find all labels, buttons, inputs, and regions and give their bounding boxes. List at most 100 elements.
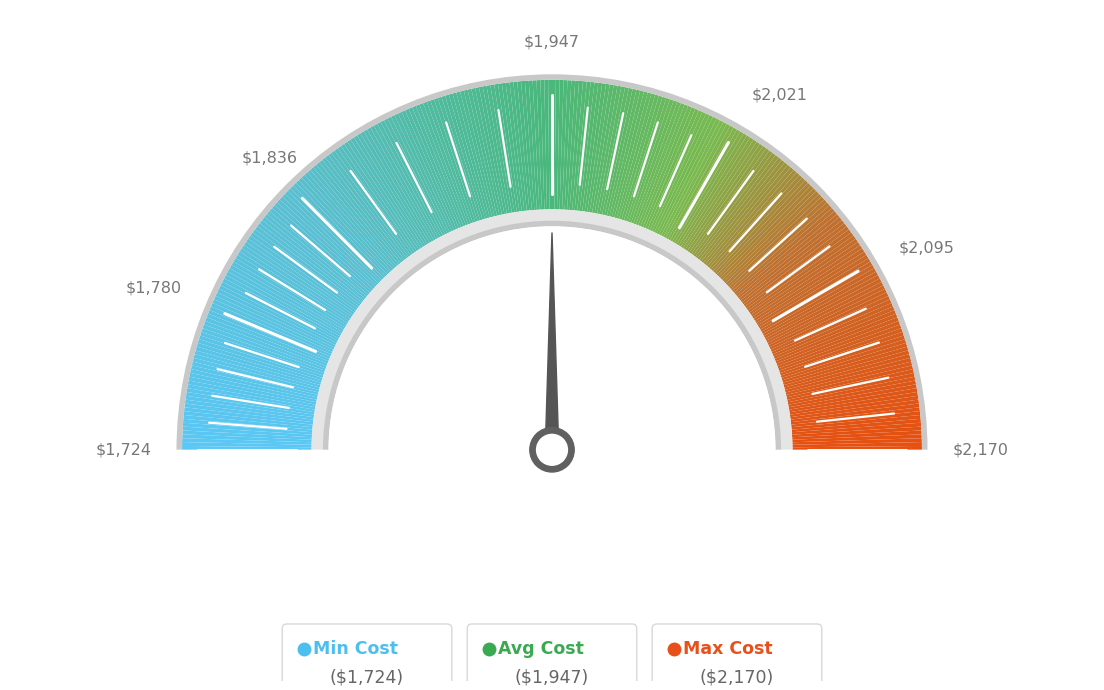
Wedge shape [754, 248, 864, 321]
FancyBboxPatch shape [652, 624, 821, 690]
Wedge shape [344, 141, 418, 251]
Wedge shape [708, 167, 794, 268]
Wedge shape [659, 119, 720, 235]
Wedge shape [661, 120, 723, 237]
Wedge shape [792, 423, 921, 435]
Wedge shape [244, 242, 353, 317]
Wedge shape [506, 82, 524, 211]
Wedge shape [246, 239, 354, 315]
Wedge shape [182, 431, 311, 440]
Wedge shape [668, 126, 734, 240]
Wedge shape [495, 83, 517, 213]
Wedge shape [602, 88, 633, 215]
Wedge shape [793, 434, 922, 442]
Wedge shape [540, 80, 546, 210]
Wedge shape [722, 188, 816, 282]
Wedge shape [793, 431, 922, 440]
Wedge shape [524, 81, 537, 210]
Wedge shape [290, 186, 384, 279]
Wedge shape [513, 81, 530, 210]
Wedge shape [341, 144, 417, 253]
Wedge shape [764, 275, 880, 338]
Wedge shape [793, 442, 922, 447]
Wedge shape [779, 332, 904, 375]
Wedge shape [693, 150, 773, 257]
Wedge shape [705, 165, 790, 266]
Wedge shape [580, 82, 598, 211]
Wedge shape [363, 130, 432, 243]
Wedge shape [739, 217, 842, 300]
Wedge shape [741, 220, 845, 302]
Wedge shape [208, 310, 329, 362]
Wedge shape [607, 90, 640, 216]
Wedge shape [789, 396, 919, 417]
Wedge shape [577, 82, 595, 211]
Wedge shape [475, 87, 505, 215]
Wedge shape [316, 162, 401, 264]
Wedge shape [777, 321, 900, 368]
Wedge shape [554, 80, 560, 209]
Wedge shape [360, 131, 429, 244]
Wedge shape [188, 380, 316, 407]
Wedge shape [182, 438, 311, 445]
Wedge shape [672, 130, 741, 243]
Wedge shape [650, 112, 705, 231]
Wedge shape [269, 208, 370, 295]
Wedge shape [732, 205, 832, 293]
Wedge shape [789, 388, 917, 412]
Wedge shape [724, 191, 819, 284]
Wedge shape [628, 99, 673, 223]
Wedge shape [735, 211, 837, 297]
Wedge shape [204, 321, 327, 368]
Text: $1,780: $1,780 [126, 281, 182, 296]
Wedge shape [235, 255, 348, 325]
Wedge shape [509, 82, 527, 211]
Wedge shape [183, 411, 312, 427]
Wedge shape [713, 175, 803, 273]
Text: Min Cost: Min Cost [314, 640, 399, 658]
Wedge shape [314, 165, 399, 266]
Text: $2,021: $2,021 [752, 87, 807, 102]
Wedge shape [412, 106, 464, 227]
Wedge shape [224, 275, 340, 338]
Wedge shape [240, 248, 350, 321]
Wedge shape [328, 152, 408, 258]
Wedge shape [786, 365, 913, 397]
Wedge shape [426, 101, 473, 224]
Wedge shape [691, 148, 769, 255]
Text: ($1,947): ($1,947) [514, 669, 590, 687]
Wedge shape [773, 303, 893, 357]
Wedge shape [185, 392, 315, 415]
Wedge shape [746, 233, 853, 310]
Wedge shape [177, 75, 927, 450]
Wedge shape [788, 377, 915, 405]
Wedge shape [784, 351, 910, 388]
Wedge shape [221, 282, 338, 343]
Wedge shape [720, 186, 814, 279]
Wedge shape [188, 384, 316, 410]
Wedge shape [787, 369, 914, 400]
Wedge shape [215, 293, 335, 350]
Wedge shape [453, 92, 490, 218]
Wedge shape [331, 150, 411, 257]
Wedge shape [296, 180, 388, 276]
Wedge shape [758, 262, 872, 330]
Wedge shape [205, 317, 328, 366]
Wedge shape [193, 354, 320, 390]
Wedge shape [544, 80, 550, 209]
Wedge shape [786, 362, 912, 395]
Wedge shape [681, 137, 754, 248]
Wedge shape [783, 346, 909, 385]
FancyBboxPatch shape [283, 624, 452, 690]
Wedge shape [750, 239, 858, 315]
Wedge shape [775, 310, 896, 362]
Wedge shape [348, 139, 421, 250]
Wedge shape [776, 314, 898, 364]
Wedge shape [793, 438, 922, 445]
Wedge shape [670, 128, 737, 241]
Wedge shape [709, 170, 797, 269]
Wedge shape [792, 419, 921, 432]
Wedge shape [251, 233, 358, 310]
Wedge shape [743, 226, 849, 306]
Wedge shape [769, 293, 889, 350]
